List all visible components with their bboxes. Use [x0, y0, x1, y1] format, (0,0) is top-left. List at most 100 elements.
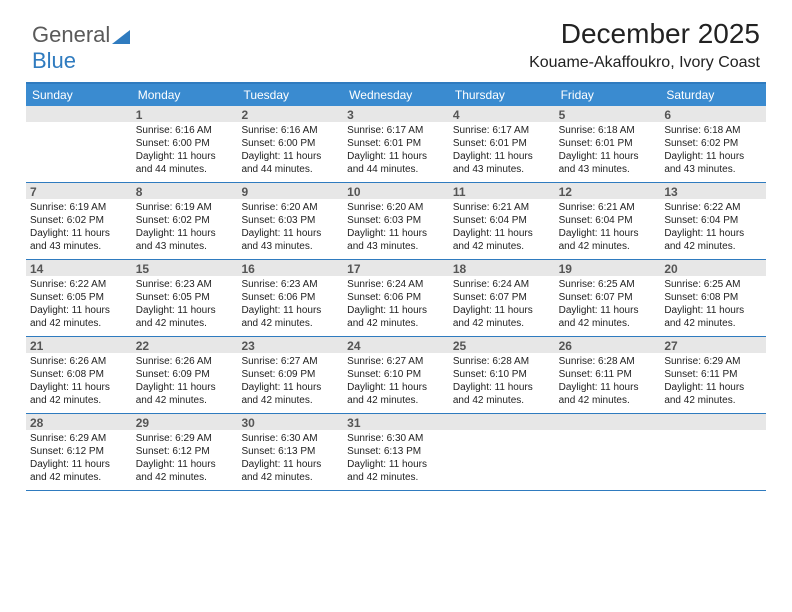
daylight-text: Daylight: 11 hours and 42 minutes. [30, 381, 128, 407]
calendar-daynum: 29 [132, 414, 238, 430]
calendar-cell: 19Sunrise: 6:25 AMSunset: 6:07 PMDayligh… [555, 260, 661, 336]
calendar-cell: 9Sunrise: 6:20 AMSunset: 6:03 PMDaylight… [237, 183, 343, 259]
calendar-detail: Sunrise: 6:16 AMSunset: 6:00 PMDaylight:… [237, 122, 343, 182]
sunrise-text: Sunrise: 6:27 AM [347, 355, 445, 368]
sunset-text: Sunset: 6:05 PM [136, 291, 234, 304]
calendar-cell [660, 414, 766, 490]
calendar-daynum [26, 106, 132, 122]
sunset-text: Sunset: 6:00 PM [241, 137, 339, 150]
calendar-dayname: Tuesday [237, 84, 343, 106]
calendar-cell: 21Sunrise: 6:26 AMSunset: 6:08 PMDayligh… [26, 337, 132, 413]
calendar-week: 7Sunrise: 6:19 AMSunset: 6:02 PMDaylight… [26, 183, 766, 260]
calendar-detail: Sunrise: 6:20 AMSunset: 6:03 PMDaylight:… [343, 199, 449, 259]
daylight-text: Daylight: 11 hours and 42 minutes. [136, 381, 234, 407]
calendar-detail: Sunrise: 6:30 AMSunset: 6:13 PMDaylight:… [343, 430, 449, 490]
sunrise-text: Sunrise: 6:28 AM [453, 355, 551, 368]
sunrise-text: Sunrise: 6:18 AM [559, 124, 657, 137]
sunrise-text: Sunrise: 6:23 AM [136, 278, 234, 291]
daylight-text: Daylight: 11 hours and 43 minutes. [664, 150, 762, 176]
sunrise-text: Sunrise: 6:27 AM [241, 355, 339, 368]
sunrise-text: Sunrise: 6:21 AM [453, 201, 551, 214]
calendar-cell [26, 106, 132, 182]
calendar-daynum: 19 [555, 260, 661, 276]
sunset-text: Sunset: 6:06 PM [347, 291, 445, 304]
daylight-text: Daylight: 11 hours and 42 minutes. [664, 381, 762, 407]
sunset-text: Sunset: 6:13 PM [347, 445, 445, 458]
calendar-header-row: SundayMondayTuesdayWednesdayThursdayFrid… [26, 84, 766, 106]
calendar-detail: Sunrise: 6:28 AMSunset: 6:10 PMDaylight:… [449, 353, 555, 413]
sunset-text: Sunset: 6:07 PM [559, 291, 657, 304]
calendar-cell: 16Sunrise: 6:23 AMSunset: 6:06 PMDayligh… [237, 260, 343, 336]
calendar-detail: Sunrise: 6:19 AMSunset: 6:02 PMDaylight:… [132, 199, 238, 259]
daylight-text: Daylight: 11 hours and 42 minutes. [453, 304, 551, 330]
sunrise-text: Sunrise: 6:16 AM [241, 124, 339, 137]
calendar-detail: Sunrise: 6:24 AMSunset: 6:06 PMDaylight:… [343, 276, 449, 336]
calendar-detail: Sunrise: 6:28 AMSunset: 6:11 PMDaylight:… [555, 353, 661, 413]
calendar-detail [555, 430, 661, 488]
sunrise-text: Sunrise: 6:20 AM [241, 201, 339, 214]
calendar-cell: 1Sunrise: 6:16 AMSunset: 6:00 PMDaylight… [132, 106, 238, 182]
calendar-detail: Sunrise: 6:21 AMSunset: 6:04 PMDaylight:… [449, 199, 555, 259]
daylight-text: Daylight: 11 hours and 43 minutes. [347, 227, 445, 253]
calendar-detail [26, 122, 132, 180]
sunrise-text: Sunrise: 6:29 AM [30, 432, 128, 445]
sunrise-text: Sunrise: 6:16 AM [136, 124, 234, 137]
calendar-daynum: 18 [449, 260, 555, 276]
calendar-cell [449, 414, 555, 490]
sunrise-text: Sunrise: 6:28 AM [559, 355, 657, 368]
calendar-daynum: 23 [237, 337, 343, 353]
calendar-daynum: 22 [132, 337, 238, 353]
calendar-cell: 7Sunrise: 6:19 AMSunset: 6:02 PMDaylight… [26, 183, 132, 259]
calendar-cell: 14Sunrise: 6:22 AMSunset: 6:05 PMDayligh… [26, 260, 132, 336]
sunset-text: Sunset: 6:10 PM [347, 368, 445, 381]
calendar-detail: Sunrise: 6:17 AMSunset: 6:01 PMDaylight:… [449, 122, 555, 182]
calendar-daynum: 6 [660, 106, 766, 122]
calendar-detail: Sunrise: 6:25 AMSunset: 6:07 PMDaylight:… [555, 276, 661, 336]
calendar-daynum [555, 414, 661, 430]
sunset-text: Sunset: 6:03 PM [241, 214, 339, 227]
calendar-daynum: 30 [237, 414, 343, 430]
calendar-detail: Sunrise: 6:20 AMSunset: 6:03 PMDaylight:… [237, 199, 343, 259]
daylight-text: Daylight: 11 hours and 42 minutes. [136, 304, 234, 330]
sunset-text: Sunset: 6:04 PM [664, 214, 762, 227]
calendar-cell: 3Sunrise: 6:17 AMSunset: 6:01 PMDaylight… [343, 106, 449, 182]
sunrise-text: Sunrise: 6:25 AM [664, 278, 762, 291]
calendar-dayname: Monday [132, 84, 238, 106]
sunrise-text: Sunrise: 6:26 AM [136, 355, 234, 368]
sunset-text: Sunset: 6:05 PM [30, 291, 128, 304]
calendar-daynum: 13 [660, 183, 766, 199]
calendar-cell: 30Sunrise: 6:30 AMSunset: 6:13 PMDayligh… [237, 414, 343, 490]
calendar-daynum: 28 [26, 414, 132, 430]
calendar-daynum: 20 [660, 260, 766, 276]
daylight-text: Daylight: 11 hours and 42 minutes. [30, 458, 128, 484]
calendar-dayname: Saturday [660, 84, 766, 106]
calendar-daynum: 1 [132, 106, 238, 122]
calendar-cell: 13Sunrise: 6:22 AMSunset: 6:04 PMDayligh… [660, 183, 766, 259]
sunrise-text: Sunrise: 6:20 AM [347, 201, 445, 214]
daylight-text: Daylight: 11 hours and 43 minutes. [559, 150, 657, 176]
calendar-cell: 24Sunrise: 6:27 AMSunset: 6:10 PMDayligh… [343, 337, 449, 413]
page-header: December 2025 Kouame-Akaffoukro, Ivory C… [529, 18, 760, 72]
calendar-daynum: 4 [449, 106, 555, 122]
logo-triangle-icon [112, 30, 130, 44]
sunset-text: Sunset: 6:12 PM [30, 445, 128, 458]
calendar-cell: 10Sunrise: 6:20 AMSunset: 6:03 PMDayligh… [343, 183, 449, 259]
calendar-daynum: 31 [343, 414, 449, 430]
daylight-text: Daylight: 11 hours and 42 minutes. [347, 304, 445, 330]
calendar-daynum: 21 [26, 337, 132, 353]
calendar-cell: 20Sunrise: 6:25 AMSunset: 6:08 PMDayligh… [660, 260, 766, 336]
calendar-daynum: 2 [237, 106, 343, 122]
calendar-detail: Sunrise: 6:22 AMSunset: 6:05 PMDaylight:… [26, 276, 132, 336]
sunrise-text: Sunrise: 6:29 AM [136, 432, 234, 445]
sunset-text: Sunset: 6:02 PM [30, 214, 128, 227]
sunset-text: Sunset: 6:04 PM [559, 214, 657, 227]
sunrise-text: Sunrise: 6:19 AM [136, 201, 234, 214]
sunset-text: Sunset: 6:01 PM [347, 137, 445, 150]
calendar-cell: 18Sunrise: 6:24 AMSunset: 6:07 PMDayligh… [449, 260, 555, 336]
calendar-daynum: 5 [555, 106, 661, 122]
calendar-detail: Sunrise: 6:17 AMSunset: 6:01 PMDaylight:… [343, 122, 449, 182]
calendar-daynum: 8 [132, 183, 238, 199]
daylight-text: Daylight: 11 hours and 42 minutes. [241, 458, 339, 484]
daylight-text: Daylight: 11 hours and 43 minutes. [241, 227, 339, 253]
daylight-text: Daylight: 11 hours and 42 minutes. [559, 227, 657, 253]
